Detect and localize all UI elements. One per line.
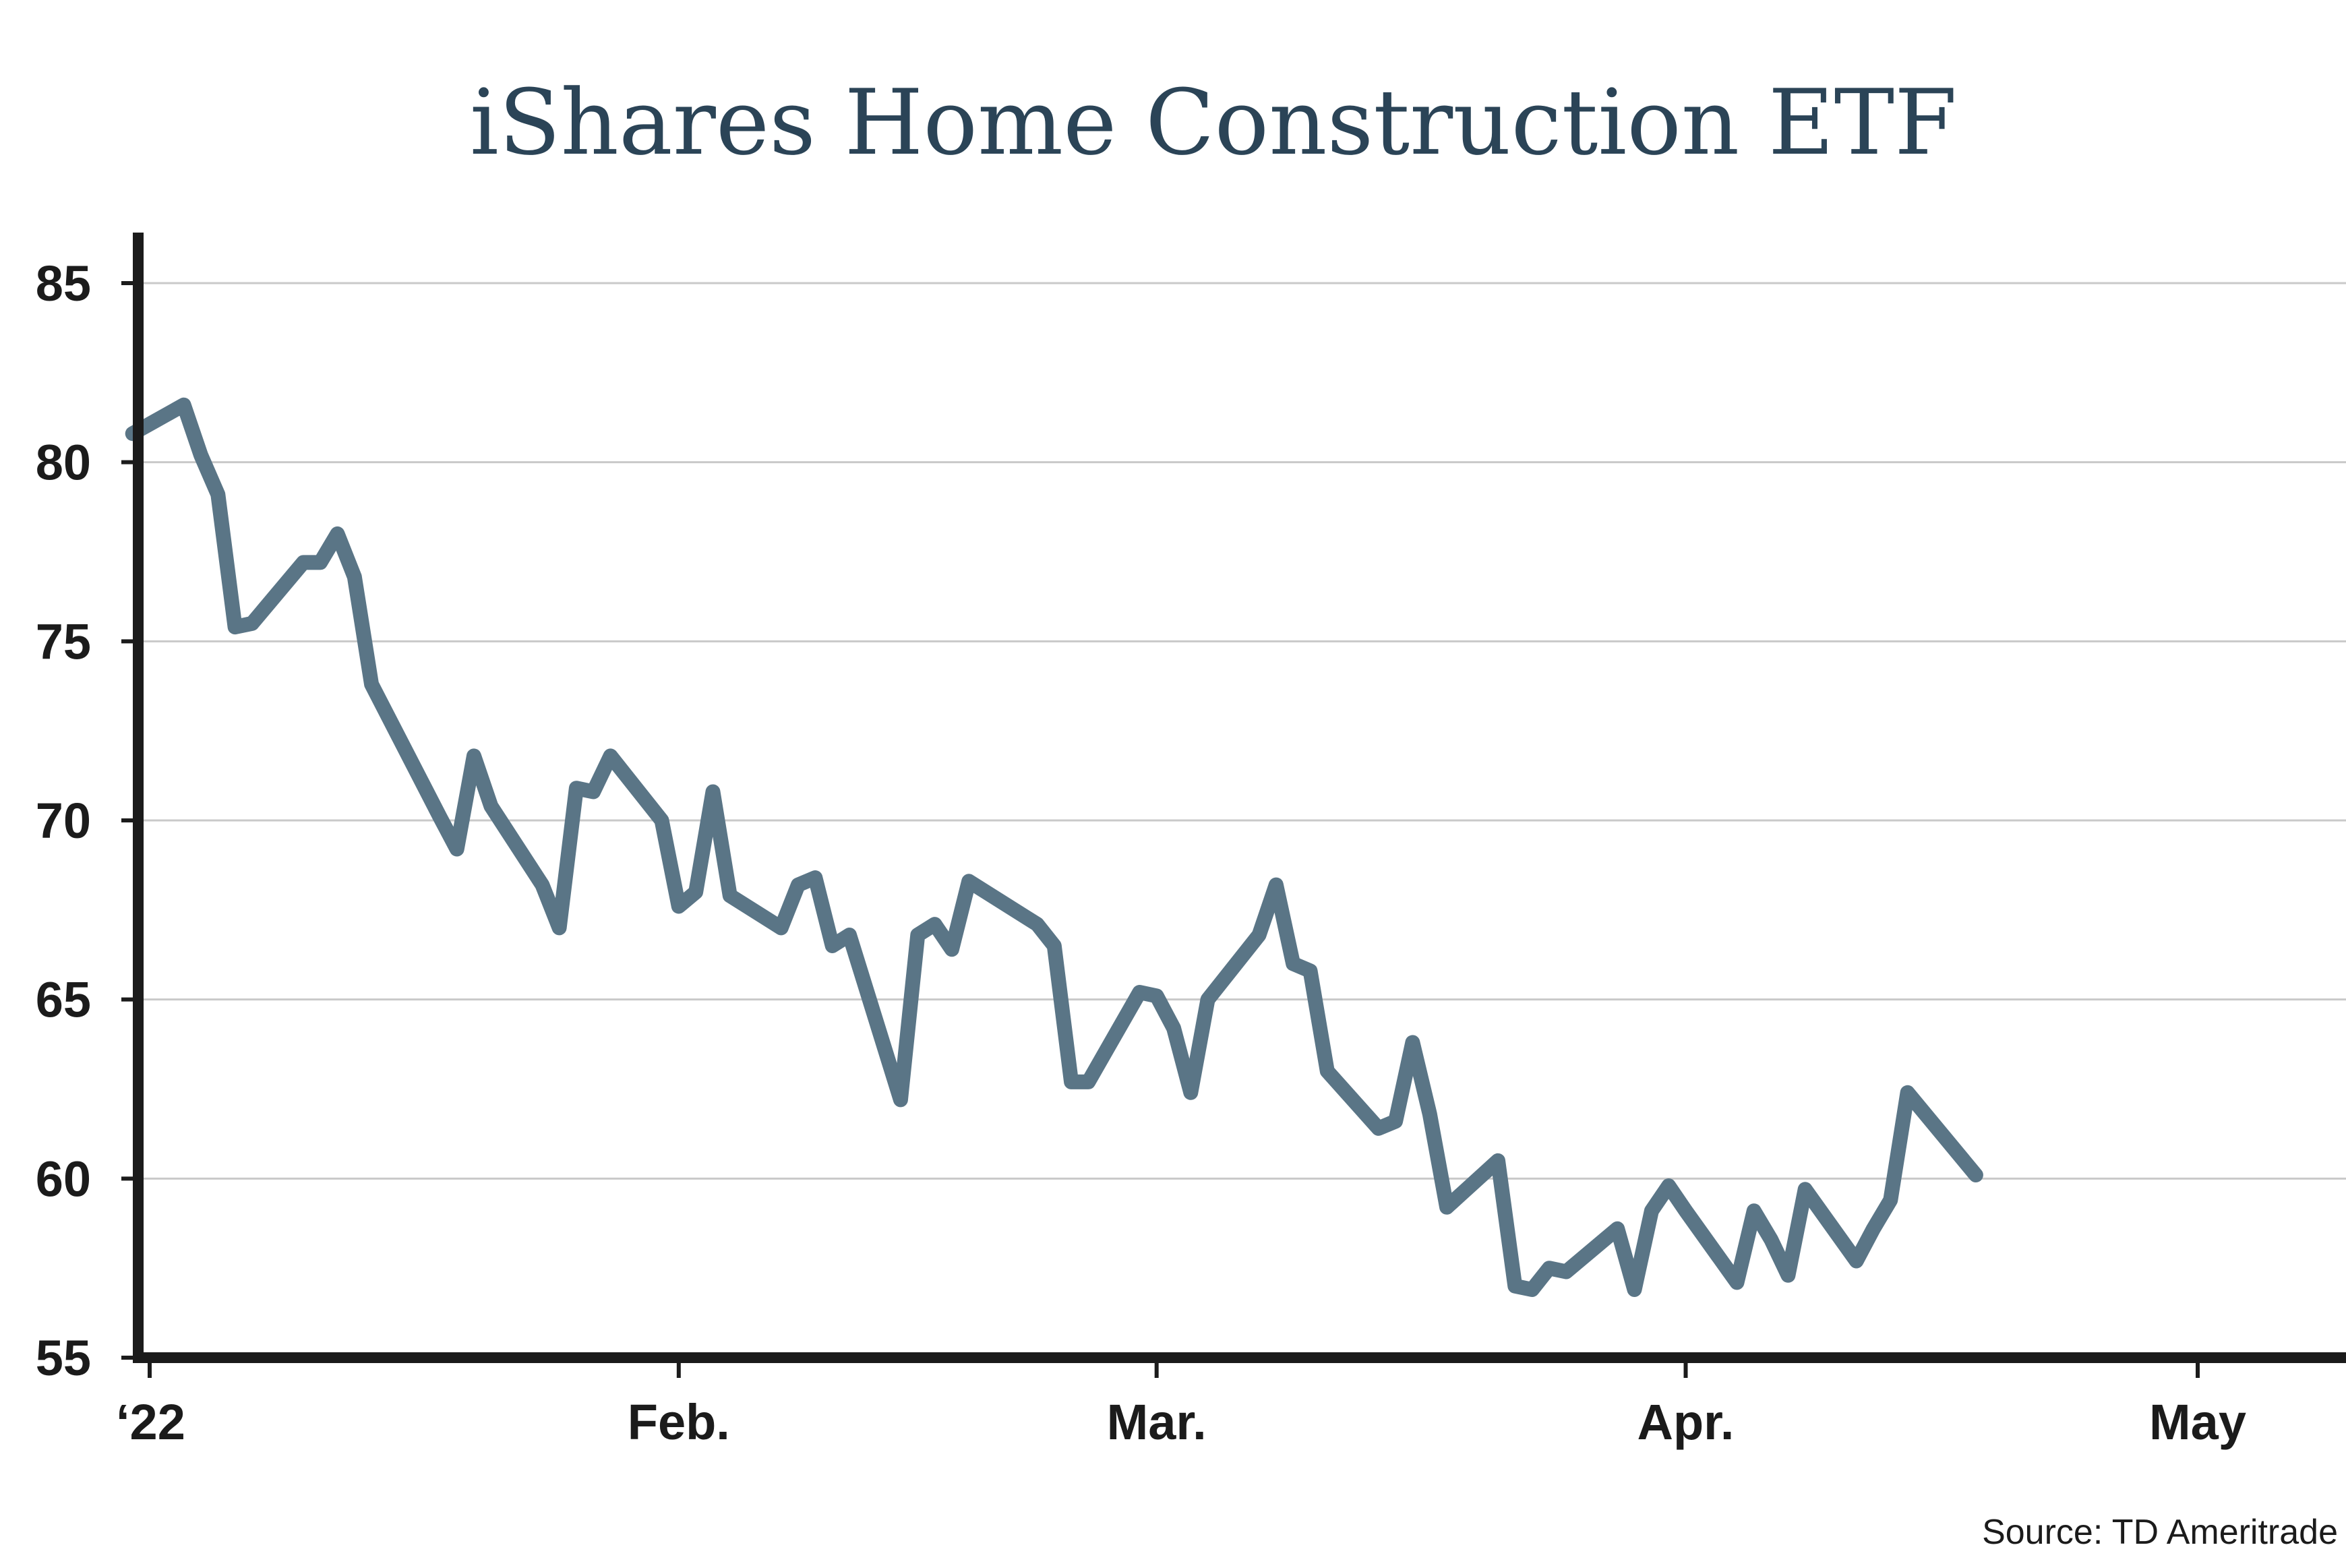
x-tick-label: May: [2149, 1394, 2246, 1450]
y-tick-label: 60: [36, 1151, 91, 1207]
x-tick-label: ‘22: [116, 1394, 185, 1450]
y-tick-label: 80: [36, 435, 91, 491]
y-tick-label: 55: [36, 1330, 91, 1386]
y-axis-ticks: 55 60 65 70 75 80 85: [36, 255, 138, 1386]
x-axis-ticks: ‘22 Feb. Mar. Apr. May: [116, 1358, 2246, 1450]
y-tick-label: 65: [36, 972, 91, 1028]
gridlines: [138, 282, 2346, 1180]
series-line: [125, 397, 1983, 1297]
source-note: Source: TD Ameritrade: [1982, 1513, 2338, 1552]
x-tick-label: Mar.: [1107, 1394, 1207, 1450]
x-tick-label: Feb.: [628, 1394, 730, 1450]
x-tick-label: Apr.: [1637, 1394, 1735, 1450]
chart-title: iShares Home Construction ETF: [470, 70, 1957, 175]
y-tick-label: 75: [36, 613, 91, 669]
y-tick-label: 70: [36, 793, 91, 849]
y-tick-label: 85: [36, 255, 91, 311]
